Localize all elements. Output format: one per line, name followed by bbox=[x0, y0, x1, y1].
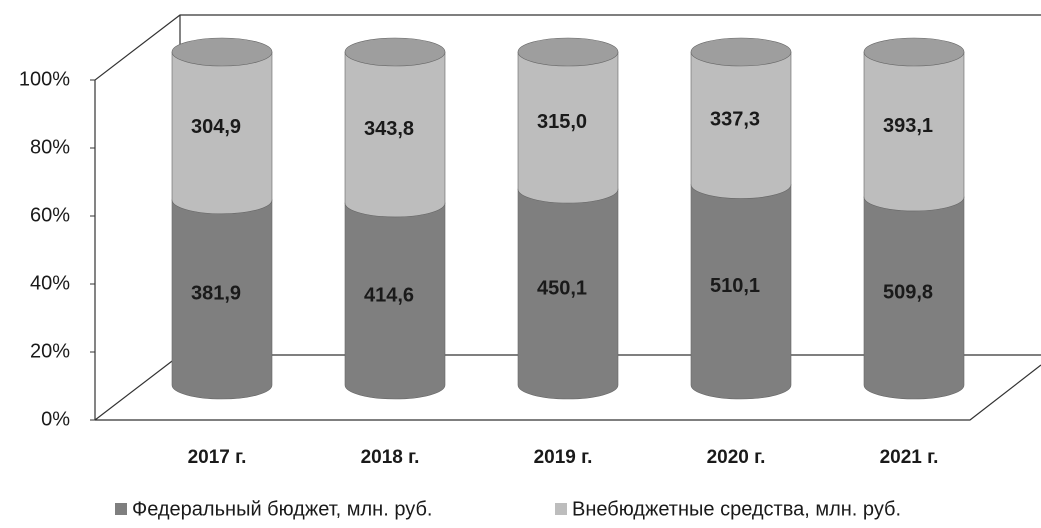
x-tick-label: 2020 г. bbox=[707, 447, 766, 468]
data-label: 510,1 bbox=[710, 275, 760, 297]
x-tick-label: 2019 г. bbox=[534, 447, 593, 468]
cylinder-top bbox=[171, 37, 273, 67]
legend-label: Внебюджетные средства, млн. руб. bbox=[572, 498, 901, 520]
y-tick-label: 80% bbox=[30, 136, 70, 158]
y-tick-label: 40% bbox=[30, 272, 70, 294]
x-tick-label: 2021 г. bbox=[880, 447, 939, 468]
data-label: 393,1 bbox=[883, 115, 933, 137]
y-tick-label: 60% bbox=[30, 204, 70, 226]
y-tick-label: 20% bbox=[30, 340, 70, 362]
data-label: 509,8 bbox=[883, 281, 933, 303]
data-label: 450,1 bbox=[537, 277, 587, 299]
cylinder-segment bbox=[344, 51, 446, 218]
cylinder-segment bbox=[517, 188, 619, 400]
cylinder-segment bbox=[344, 202, 446, 400]
cylinder-segment bbox=[690, 184, 792, 400]
legend-swatch bbox=[115, 503, 127, 515]
cylinder-segment bbox=[517, 51, 619, 204]
cylinder-segment bbox=[171, 51, 273, 215]
cylinder-segment bbox=[171, 199, 273, 400]
data-label: 337,3 bbox=[710, 109, 760, 131]
data-label: 315,0 bbox=[537, 111, 587, 133]
data-label: 343,8 bbox=[364, 118, 414, 140]
cylinder-top bbox=[344, 37, 446, 67]
x-tick-label: 2017 г. bbox=[188, 447, 247, 468]
cylinder-segment bbox=[690, 51, 792, 199]
cylinder-segment bbox=[863, 196, 965, 400]
legend-label: Федеральный бюджет, млн. руб. bbox=[132, 498, 432, 520]
cylinder-top bbox=[517, 37, 619, 67]
cylinder-segment bbox=[863, 51, 965, 212]
y-tick-label: 0% bbox=[41, 408, 70, 430]
legend-swatch bbox=[555, 503, 567, 515]
cylinder-top bbox=[863, 37, 965, 67]
data-label: 304,9 bbox=[191, 116, 241, 138]
cylinder-top bbox=[690, 37, 792, 67]
data-label: 381,9 bbox=[191, 283, 241, 305]
data-label: 414,6 bbox=[364, 284, 414, 306]
y-tick-label: 100% bbox=[19, 68, 70, 90]
x-tick-label: 2018 г. bbox=[361, 447, 420, 468]
